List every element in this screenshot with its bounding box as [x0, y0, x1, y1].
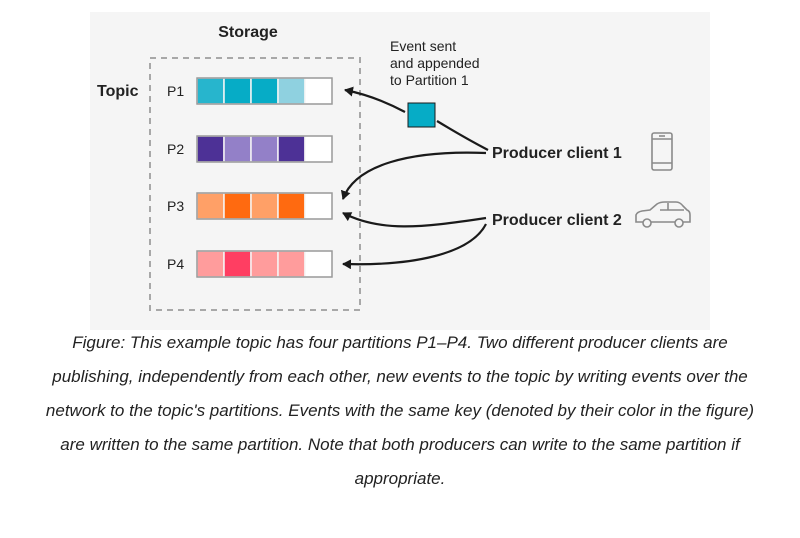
arrow-producer1-to-p3	[340, 151, 487, 200]
partition-p4-event-3	[250, 250, 279, 278]
partition-p1-event-1	[196, 77, 225, 105]
event-note-line-2: and appended	[390, 55, 480, 71]
partition-p2-event-3	[250, 135, 279, 163]
diagram-background	[90, 12, 710, 330]
producer-client-1-label: Producer client 1	[492, 145, 622, 162]
event-square	[407, 102, 436, 128]
partition-p1-event-2	[223, 77, 252, 105]
car-icon	[635, 201, 691, 228]
diagram-canvas: Storage Topic P1 P2 P3 P4 Event sent and ap…	[90, 12, 710, 330]
partition-p2-event-4	[277, 135, 306, 163]
line-producer1-to-event	[436, 120, 489, 151]
partition-p3-event-4	[277, 192, 306, 220]
partition-label-p3: P3	[167, 198, 184, 214]
storage-frame	[149, 57, 361, 311]
arrow-producer2-to-p3	[342, 212, 487, 228]
partition-label-p1: P1	[167, 83, 184, 99]
partition-p2-frame	[196, 135, 333, 163]
phone-icon	[651, 132, 673, 171]
event-note-line-1: Event sent	[390, 38, 456, 54]
partition-label-p2: P2	[167, 141, 184, 157]
partition-p4-frame	[196, 250, 333, 278]
partition-p3-event-2	[223, 192, 252, 220]
arrow-event-to-p1	[344, 86, 406, 113]
partition-p4-event-1	[196, 250, 225, 278]
partition-p4-event-2	[223, 250, 252, 278]
partition-p4-event-5	[304, 250, 333, 278]
partition-p2-event-1	[196, 135, 225, 163]
partition-p3-event-5	[304, 192, 333, 220]
figure-caption: Figure: This example topic has four part…	[45, 333, 755, 488]
partition-p3-frame	[196, 192, 333, 220]
partition-p1-event-5	[304, 77, 333, 105]
partitions: P1 P2 P3 P4	[167, 77, 333, 278]
partition-label-p4: P4	[167, 256, 184, 272]
producer-client-2-label: Producer client 2	[492, 212, 622, 229]
arrow-producer2-to-p4	[342, 223, 487, 270]
partition-p2-event-5	[304, 135, 333, 163]
partition-p4-event-4	[277, 250, 306, 278]
partition-p1-event-3	[250, 77, 279, 105]
partition-p3-event-3	[250, 192, 279, 220]
partition-p1-event-4	[277, 77, 306, 105]
partition-p1-frame	[196, 77, 333, 105]
partition-p2-event-2	[223, 135, 252, 163]
topic-label: Topic	[97, 83, 139, 100]
storage-label: Storage	[218, 24, 278, 41]
event-note-line-3: to Partition 1	[390, 72, 469, 88]
kafka-topic-diagram: Storage Topic P1 P2 P3 P4 Event sent and ap…	[90, 12, 710, 330]
partition-p3-event-1	[196, 192, 225, 220]
